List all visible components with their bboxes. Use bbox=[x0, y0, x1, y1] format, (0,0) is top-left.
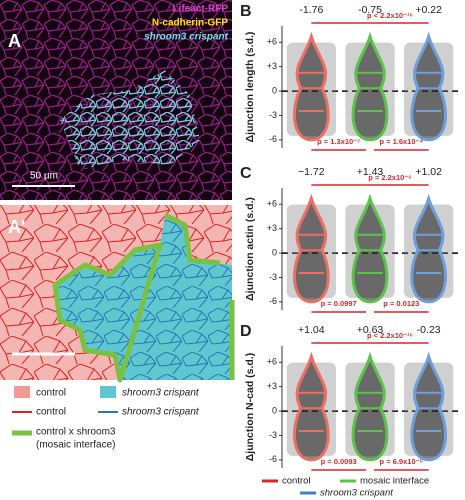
value-label: +1.02 bbox=[415, 166, 442, 178]
legend-label: shroom3 crispant bbox=[122, 407, 200, 418]
y-axis-label: Δjunction actin (s.d.) bbox=[244, 197, 256, 301]
y-tick-label: +3 bbox=[267, 61, 277, 71]
legend-label: control bbox=[282, 476, 311, 487]
y-tick-label: -6 bbox=[269, 296, 277, 306]
channel-label: Lifeact-RFP bbox=[172, 4, 228, 15]
p-value: p < 2.2x10⁻¹⁶ bbox=[367, 11, 413, 20]
y-axis-label: Δjunction N-cad (s.d.) bbox=[244, 353, 256, 461]
p-value: p = 0.0123 bbox=[383, 299, 419, 308]
legend-swatch bbox=[100, 386, 116, 398]
legend-label: control x shroom3 bbox=[36, 427, 116, 438]
value-label: -1.76 bbox=[299, 4, 323, 16]
p-value: p = 0.0997 bbox=[321, 299, 357, 308]
panel-label: D bbox=[240, 323, 252, 340]
panel-label: A' bbox=[8, 217, 25, 237]
panel-label: C bbox=[240, 165, 252, 182]
y-tick-label: +6 bbox=[267, 199, 277, 209]
segmentation bbox=[0, 205, 235, 383]
y-tick-label: -6 bbox=[269, 454, 277, 464]
channel-label: shroom3 crispant bbox=[144, 32, 229, 43]
panel-label: B bbox=[240, 3, 252, 20]
value-label: +1.04 bbox=[298, 324, 325, 336]
panel-label: A bbox=[8, 31, 21, 51]
y-tick-label: 0 bbox=[272, 247, 277, 257]
y-tick-label: 0 bbox=[272, 405, 277, 415]
scale-label: 50 µm bbox=[30, 171, 58, 182]
value-label: +0.22 bbox=[415, 4, 442, 16]
p-value: p = 6.9x10⁻⁵ bbox=[380, 457, 424, 466]
p-value: p = 0.0093 bbox=[321, 457, 357, 466]
value-label: +1.43 bbox=[357, 166, 384, 178]
y-tick-label: +6 bbox=[267, 357, 277, 367]
legend-label: shroom3 crispant bbox=[122, 388, 200, 399]
channel-label: N-cadherin-GFP bbox=[152, 18, 228, 29]
y-tick-label: -3 bbox=[269, 430, 277, 440]
legend-label: shroom3 crispant bbox=[320, 488, 393, 499]
p-value: p = 1.6x10⁻⁴ bbox=[379, 137, 423, 146]
legend-swatch bbox=[14, 386, 30, 398]
y-tick-label: -6 bbox=[269, 134, 277, 144]
value-label: +0.63 bbox=[357, 324, 384, 336]
y-tick-label: -3 bbox=[269, 110, 277, 120]
y-tick-label: +6 bbox=[267, 37, 277, 47]
y-tick-label: -3 bbox=[269, 272, 277, 282]
y-tick-label: +3 bbox=[267, 223, 277, 233]
legend-label: (mosaic interface) bbox=[36, 440, 115, 451]
value-label: -0.23 bbox=[417, 324, 441, 336]
micrograph bbox=[0, 0, 232, 200]
y-tick-label: +3 bbox=[267, 381, 277, 391]
value-label: −1.72 bbox=[298, 166, 325, 178]
legend-label: mosaic interface bbox=[360, 476, 429, 487]
y-axis-label: Δjunction length (s.d.) bbox=[244, 32, 256, 143]
y-tick-label: 0 bbox=[272, 85, 277, 95]
legend-label: control bbox=[36, 388, 66, 399]
p-value: p = 1.3x10⁻⁷ bbox=[317, 137, 360, 146]
p-value: p = 2.2x10⁻⁶ bbox=[368, 173, 411, 182]
value-label: -0.75 bbox=[358, 4, 382, 16]
legend-label: control bbox=[36, 407, 66, 418]
p-value: p < 2.2x10⁻¹⁶ bbox=[367, 331, 413, 340]
